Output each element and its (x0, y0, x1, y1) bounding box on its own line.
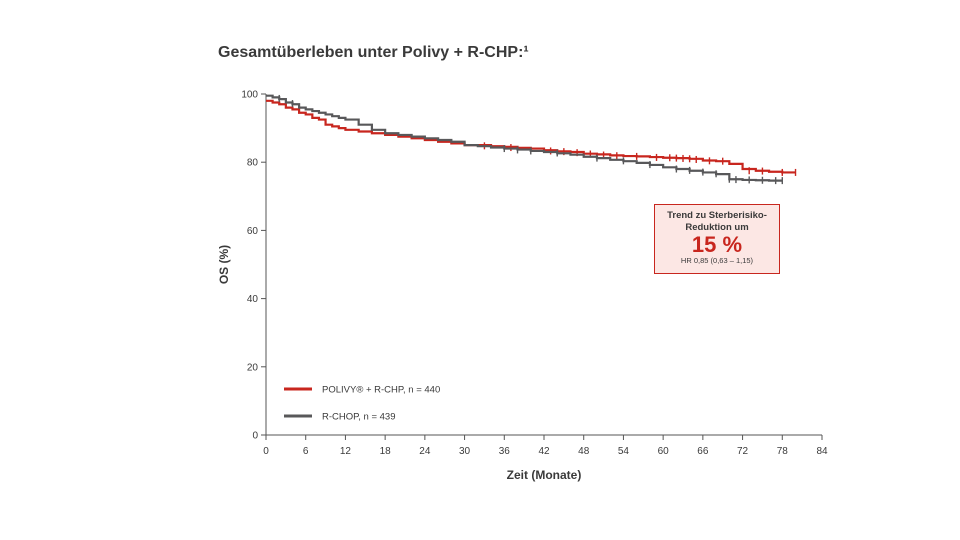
x-tick-label: 6 (303, 446, 309, 457)
x-tick-label: 30 (459, 446, 471, 457)
hazard-ratio-callout: Trend zu Sterberisiko- Reduktion um 15 %… (654, 204, 780, 274)
x-tick-label: 48 (578, 446, 590, 457)
polivy-rchp-survival-curve (266, 99, 796, 174)
callout-line2: Reduktion um (685, 222, 749, 233)
x-axis-label: Zeit (Monate) (507, 468, 582, 482)
series-layer (266, 94, 797, 185)
x-tick-label: 54 (618, 446, 630, 457)
legend-label-rchop: R-CHOP, n = 439 (322, 412, 396, 423)
x-tick-label: 0 (263, 446, 269, 457)
y-tick-label: 80 (247, 158, 259, 169)
chart-title: Gesamtüberleben unter Polivy + R-CHP:¹ (218, 44, 529, 61)
y-tick-label: 100 (241, 90, 258, 101)
x-tick-label: 66 (697, 446, 709, 457)
x-tick-label: 12 (340, 446, 352, 457)
x-tick-label: 36 (499, 446, 511, 457)
x-tick-label: 72 (737, 446, 749, 457)
x-tick-label: 78 (777, 446, 789, 457)
callout-line1: Trend zu Sterberisiko- (667, 210, 767, 221)
y-axis-label: OS (%) (217, 245, 231, 284)
callout-value: 15 % (691, 232, 743, 257)
x-tick-label: 18 (380, 446, 392, 457)
rchop-survival-curve (266, 94, 783, 182)
x-tick-label: 60 (658, 446, 670, 457)
y-tick-label: 40 (247, 294, 259, 305)
x-tick-label: 42 (538, 446, 550, 457)
axes: 0 6 12 18 24 30 36 42 48 54 60 66 72 78 84 0 20 40 60 80 100… (217, 90, 828, 483)
x-tick-label: 24 (419, 446, 431, 457)
y-tick-label: 20 (247, 362, 259, 373)
y-tick-label: 0 (252, 431, 258, 442)
legend: POLIVY® + R-CHP, n = 440 R-CHOP, n = 439 (284, 385, 440, 423)
legend-label-polivy-rchp: POLIVY® + R-CHP, n = 440 (322, 385, 440, 396)
callout-hazard-ratio: HR 0,85 (0,63 – 1,15) (680, 256, 754, 265)
y-tick-label: 60 (247, 226, 259, 237)
x-tick-label: 84 (816, 446, 828, 457)
